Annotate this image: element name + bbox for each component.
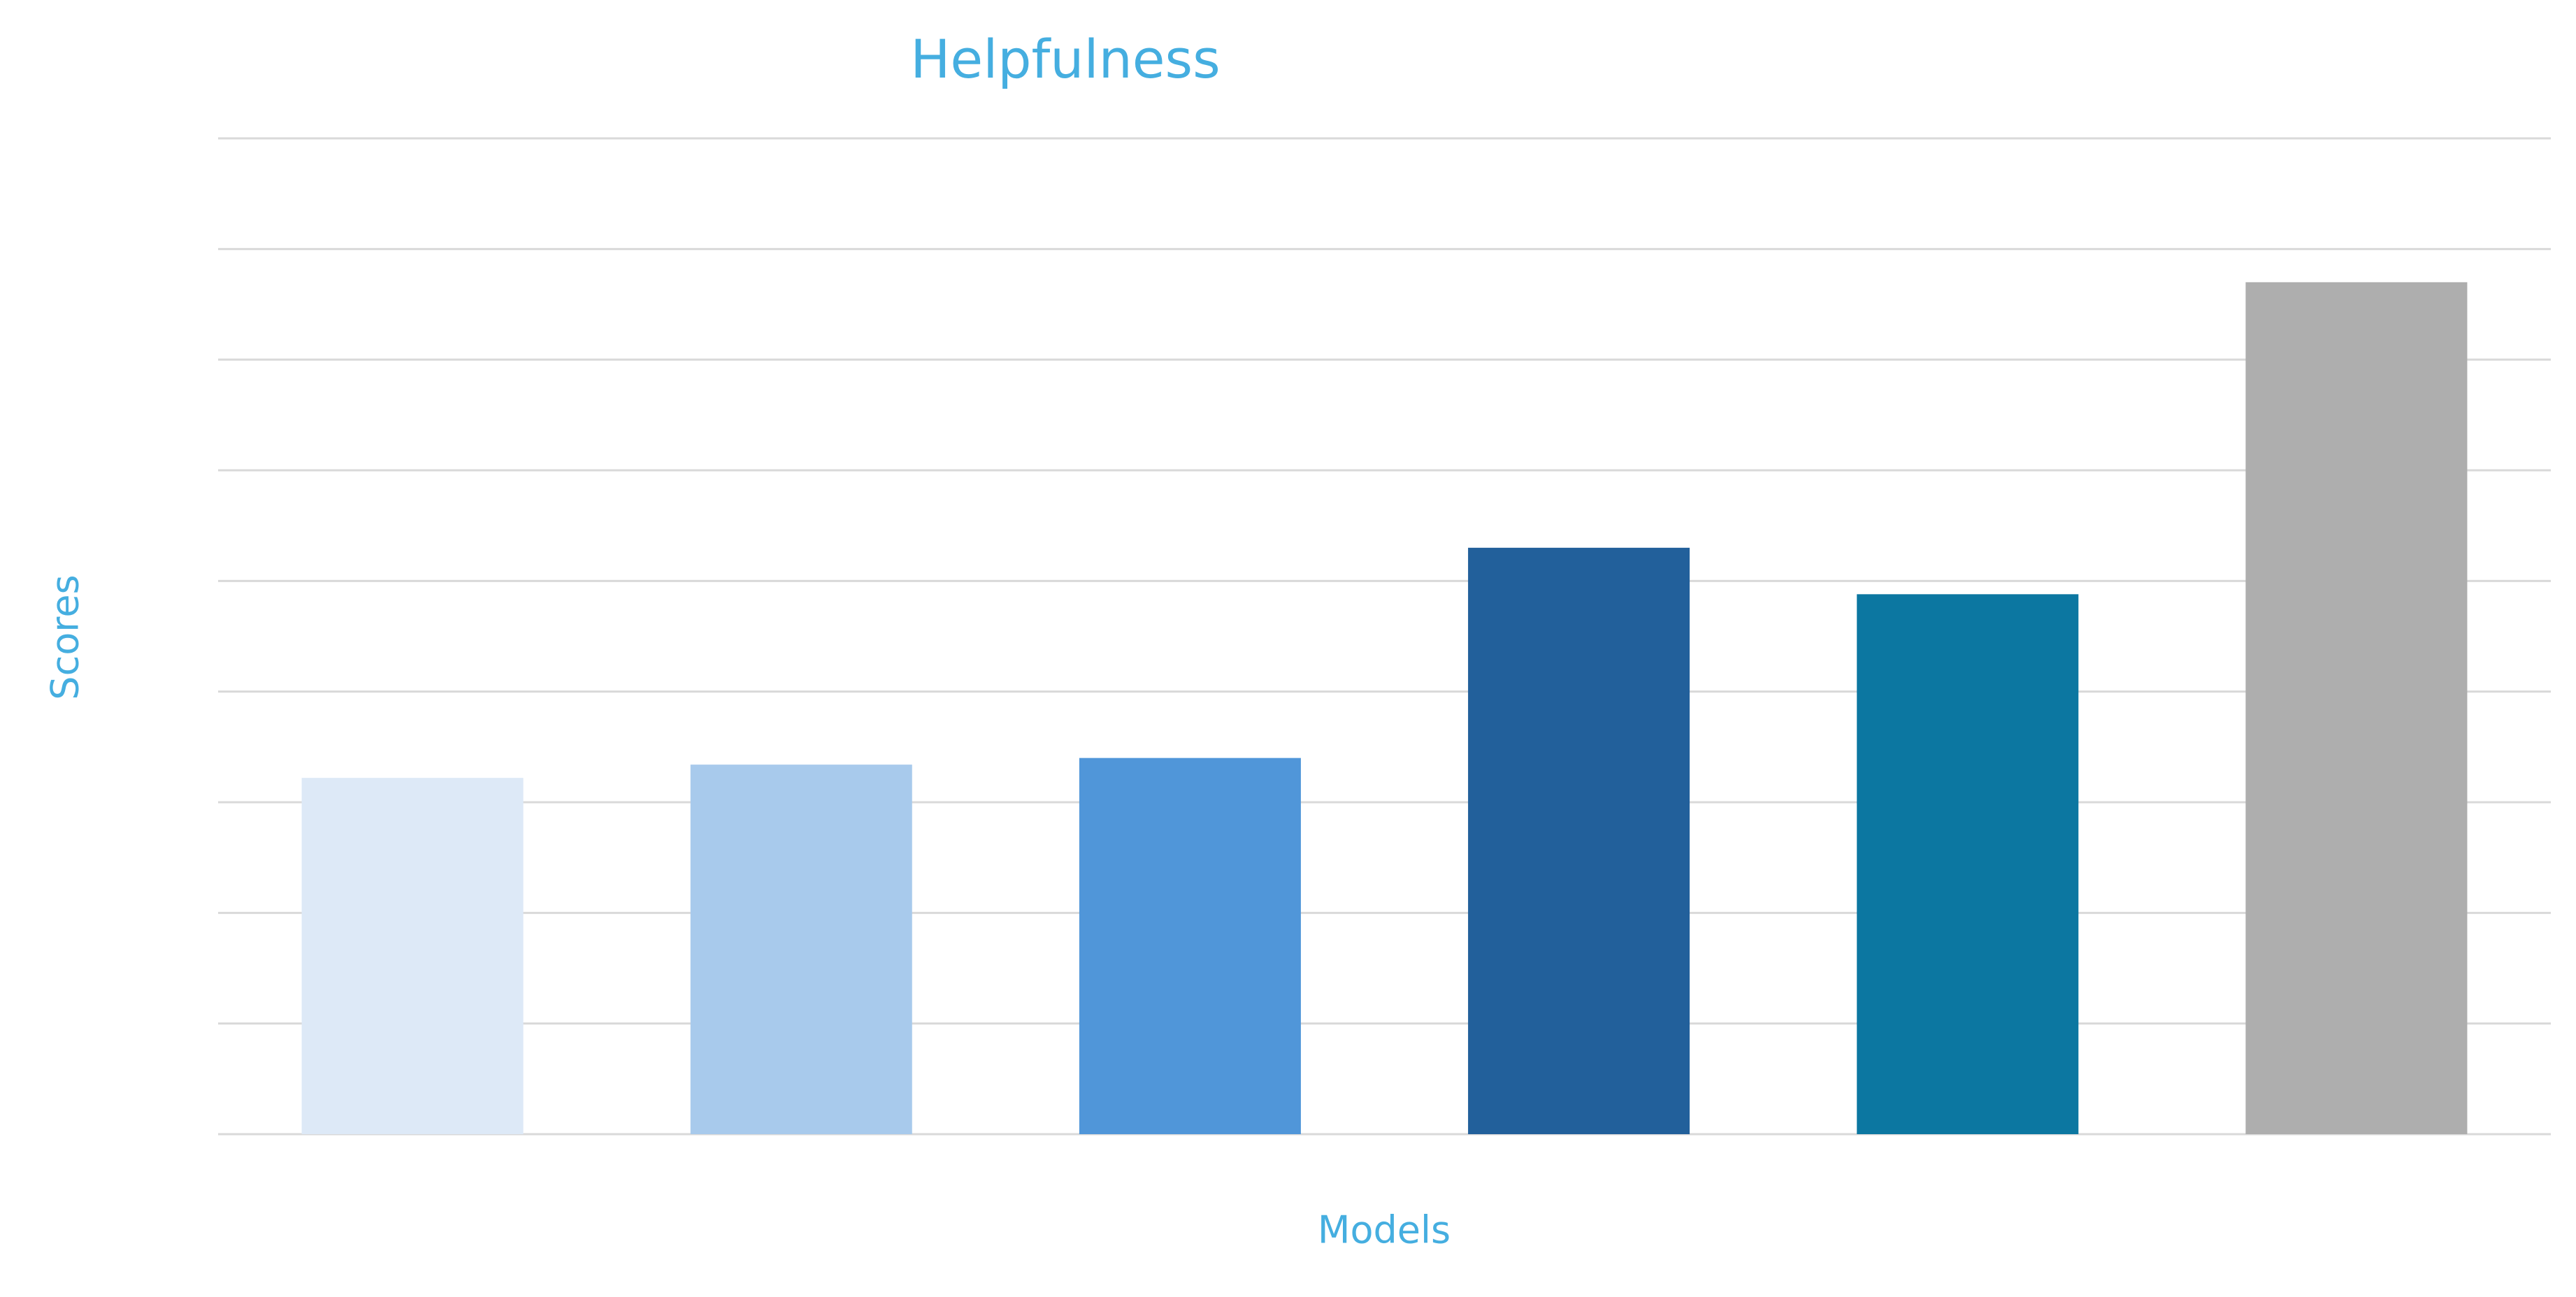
- x-axis-label: Models: [1318, 1208, 1451, 1252]
- bar: [301, 778, 524, 1134]
- bar: [690, 765, 912, 1134]
- bar: [1079, 758, 1301, 1134]
- chart-title: Helpfulness: [910, 28, 1220, 90]
- bar: [1468, 547, 1690, 1134]
- y-axis-label: Scores: [43, 574, 87, 700]
- bar: [1857, 594, 2079, 1134]
- bar: [2245, 282, 2468, 1134]
